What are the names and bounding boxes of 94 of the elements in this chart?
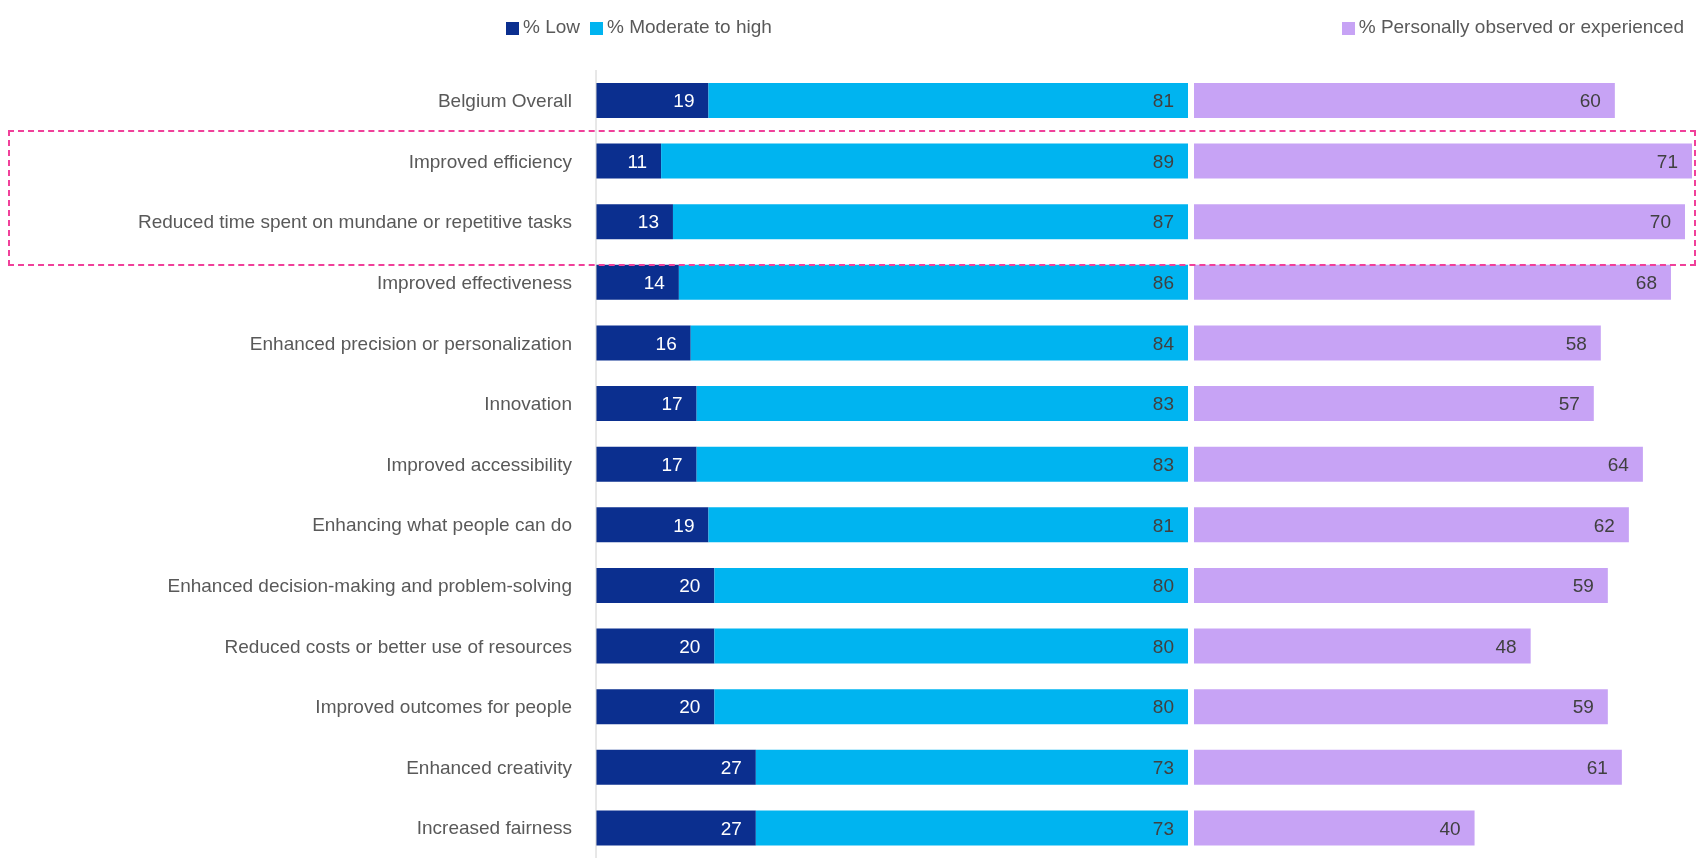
data-label: 27 xyxy=(720,757,742,779)
data-label: 17 xyxy=(661,393,683,415)
legend-label: % Personally observed or experienced xyxy=(1358,16,1684,37)
bar xyxy=(1194,325,1601,361)
data-label: 57 xyxy=(1558,393,1580,415)
bar xyxy=(714,689,1188,725)
bar xyxy=(696,386,1188,422)
bar xyxy=(1194,264,1671,300)
y-tick-label: Enhancing what people can do xyxy=(312,514,572,536)
bar xyxy=(596,749,756,785)
data-label: 62 xyxy=(1593,514,1615,536)
data-label: 16 xyxy=(655,332,677,354)
y-tick-label: Enhanced decision-making and problem-solving xyxy=(167,574,572,596)
legend-label: % Moderate to high xyxy=(607,16,772,37)
bar xyxy=(1194,507,1629,543)
data-label: 13 xyxy=(637,211,659,233)
bar xyxy=(708,507,1188,543)
data-label: 87 xyxy=(1152,211,1174,233)
bar xyxy=(596,628,715,664)
data-label: 64 xyxy=(1607,453,1630,475)
data-label: 60 xyxy=(1579,90,1601,112)
data-label: 80 xyxy=(1152,575,1174,597)
bar xyxy=(596,507,709,543)
data-label: 80 xyxy=(1152,635,1174,657)
data-label: 20 xyxy=(679,575,701,597)
y-tick-label: Enhanced creativity xyxy=(406,756,573,778)
y-tick-label: Innovation xyxy=(484,393,572,415)
bar xyxy=(696,446,1188,482)
bar xyxy=(596,567,715,603)
bar xyxy=(596,325,691,361)
y-tick-label: Belgium Overall xyxy=(437,90,572,112)
bar xyxy=(1194,386,1594,422)
data-label: 19 xyxy=(673,514,695,536)
bar xyxy=(596,143,662,179)
bar xyxy=(714,567,1188,603)
data-label: 71 xyxy=(1656,150,1678,172)
data-label: 68 xyxy=(1635,272,1657,294)
data-label: 73 xyxy=(1152,817,1174,839)
data-label: 59 xyxy=(1572,575,1594,597)
data-label: 14 xyxy=(643,272,666,294)
data-label: 27 xyxy=(720,817,742,839)
bar xyxy=(708,83,1188,118)
y-tick-label: Improved accessibility xyxy=(386,453,573,475)
bar xyxy=(596,83,709,118)
bar xyxy=(1194,204,1685,240)
data-label: 40 xyxy=(1439,817,1461,839)
bar xyxy=(596,386,697,422)
data-label: 80 xyxy=(1152,696,1174,718)
data-label: 83 xyxy=(1152,453,1174,475)
data-label: 73 xyxy=(1152,757,1174,779)
bar xyxy=(661,143,1188,179)
bar xyxy=(755,749,1188,785)
data-label: 19 xyxy=(673,90,695,112)
data-label: 58 xyxy=(1565,332,1587,354)
data-label: 81 xyxy=(1152,90,1174,112)
bar xyxy=(1194,567,1608,603)
bar xyxy=(596,810,756,846)
bar xyxy=(1194,689,1608,725)
bar xyxy=(596,689,715,725)
bar xyxy=(755,810,1188,846)
data-label: 20 xyxy=(679,635,701,657)
data-label: 17 xyxy=(661,453,683,475)
y-tick-label: Reduced time spent on mundane or repetitive tasks xyxy=(137,211,572,233)
data-label: 11 xyxy=(627,150,648,172)
y-tick-label: Increased fairness xyxy=(416,817,572,839)
y-tick-label: Enhanced precision or personalization xyxy=(249,332,572,354)
legend-label: % Low xyxy=(523,16,581,37)
data-label: 81 xyxy=(1152,514,1174,536)
bar xyxy=(1194,749,1622,785)
data-label: 61 xyxy=(1586,757,1608,779)
bar xyxy=(678,264,1188,300)
bar xyxy=(1194,83,1615,118)
bar xyxy=(1194,143,1692,179)
data-label: 86 xyxy=(1152,272,1174,294)
data-label: 20 xyxy=(679,696,701,718)
bar xyxy=(596,446,697,482)
data-label: 83 xyxy=(1152,393,1174,415)
y-tick-label: Improved efficiency xyxy=(408,150,573,172)
bar xyxy=(596,264,679,300)
y-tick-label: Improved effectiveness xyxy=(376,271,572,293)
bar xyxy=(672,204,1188,240)
bar xyxy=(690,325,1188,361)
y-tick-label: Improved outcomes for people xyxy=(315,696,572,718)
data-label: 84 xyxy=(1152,332,1175,354)
data-label: 70 xyxy=(1649,211,1671,233)
bar xyxy=(714,628,1188,664)
bar xyxy=(1194,810,1475,846)
bar xyxy=(596,204,673,240)
y-tick-label: Reduced costs or better use of resources xyxy=(224,635,572,657)
bar xyxy=(1194,446,1643,482)
bar xyxy=(1194,628,1531,664)
data-label: 89 xyxy=(1152,150,1174,172)
data-label: 59 xyxy=(1572,696,1594,718)
data-label: 48 xyxy=(1495,635,1517,657)
